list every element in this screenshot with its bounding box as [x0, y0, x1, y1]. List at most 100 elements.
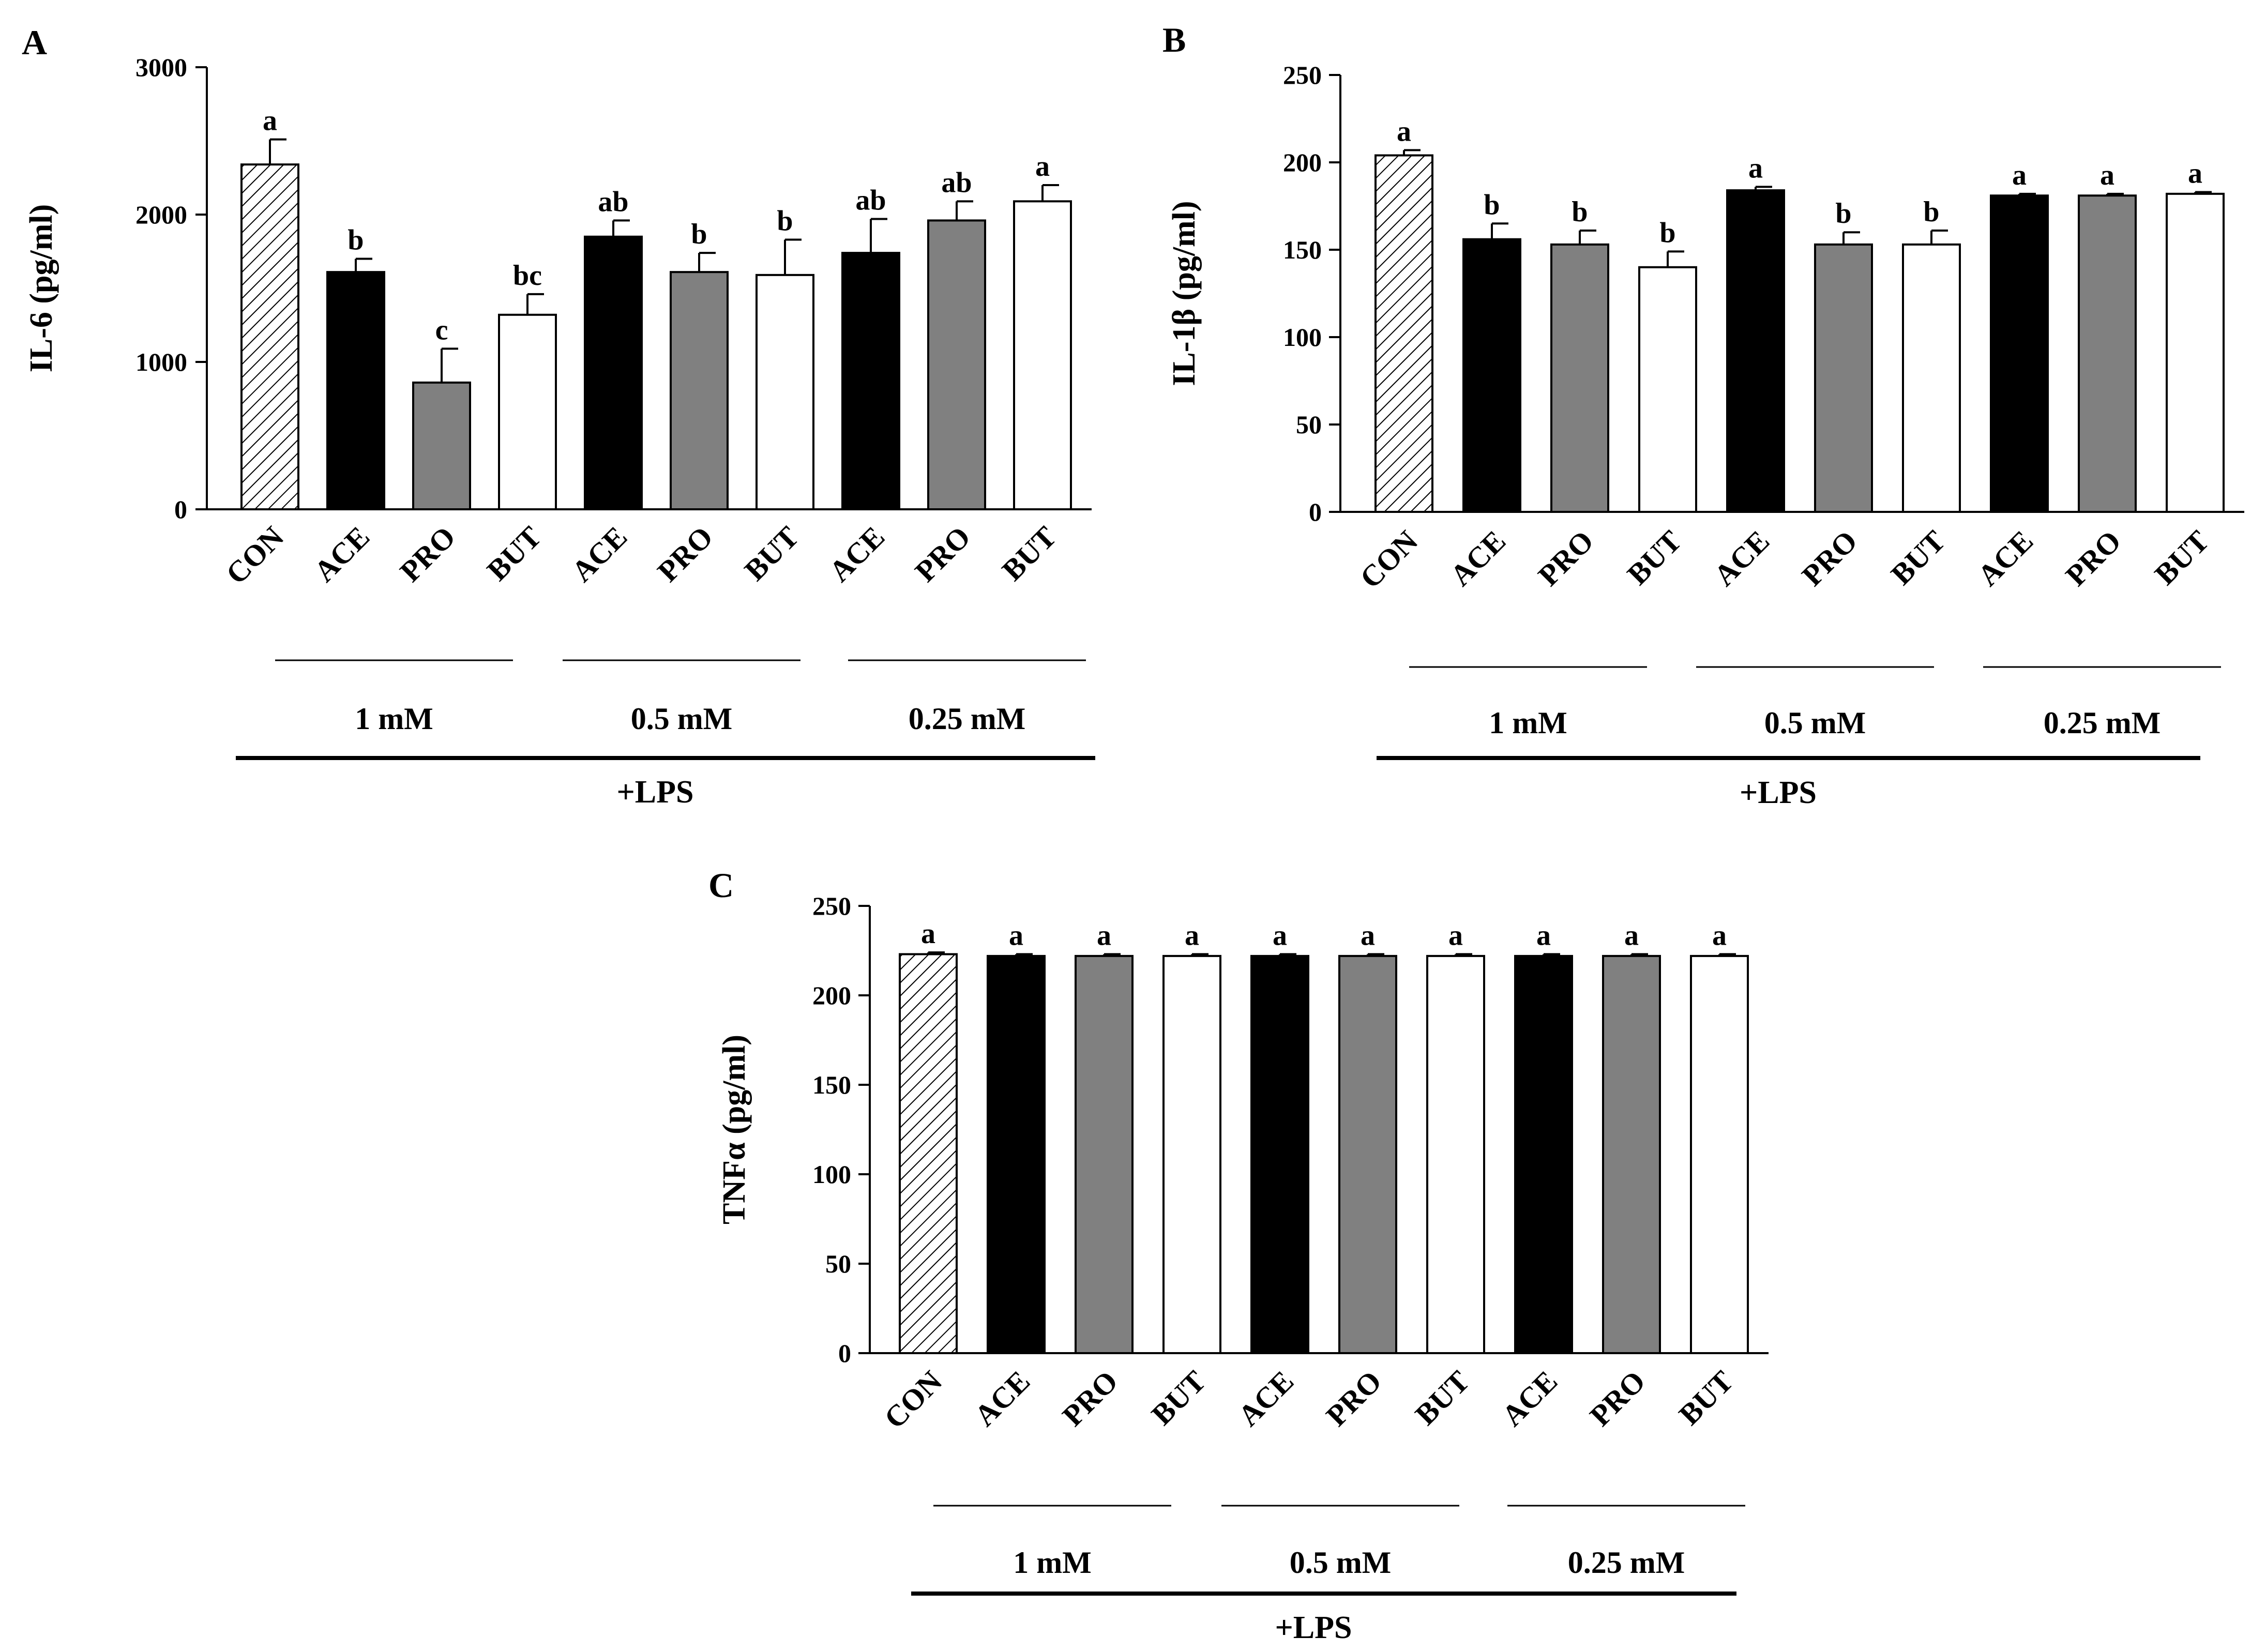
panel-letter: A — [22, 23, 47, 62]
group-label: 0.5 mM — [631, 702, 733, 736]
y-axis-label: IL-6 (pg/ml) — [24, 204, 59, 373]
category-label: BUT — [1672, 1364, 1740, 1431]
bar — [670, 271, 729, 511]
significance-label: ab — [598, 186, 628, 218]
group-label: 1 mM — [355, 702, 433, 736]
y-tick-label: 0 — [1309, 497, 1322, 526]
bar — [927, 219, 986, 510]
category-label: PRO — [1056, 1364, 1125, 1433]
y-tick-label: 50 — [1296, 410, 1322, 439]
category-label: PRO — [394, 520, 462, 588]
category-label: ACE — [968, 1364, 1037, 1433]
category-label: ACE — [565, 520, 634, 588]
bar — [2078, 194, 2137, 513]
group-label: 1 mM — [1013, 1545, 1092, 1580]
significance-label: a — [1712, 919, 1727, 951]
significance-label: b — [777, 205, 793, 237]
category-label: PRO — [1532, 524, 1600, 593]
category-label: ACE — [1495, 1364, 1564, 1433]
significance-label: a — [1097, 919, 1111, 951]
bar — [1162, 954, 1221, 1354]
bar — [1338, 954, 1397, 1354]
significance-label: a — [1009, 919, 1023, 951]
bar — [1726, 189, 1785, 513]
bar — [841, 252, 900, 510]
category-label: ACE — [1232, 1364, 1301, 1433]
significance-label: b — [1923, 196, 1939, 228]
treatment-label: +LPS — [1740, 775, 1817, 810]
significance-label: a — [1185, 919, 1199, 951]
bar — [1990, 194, 2049, 513]
category-label: ACE — [1708, 524, 1776, 593]
bar — [1374, 154, 1433, 513]
significance-label: b — [1484, 189, 1500, 221]
group-label: 1 mM — [1489, 706, 1567, 740]
significance-label: a — [2188, 157, 2202, 189]
significance-label: a — [263, 105, 277, 137]
bar — [1462, 238, 1521, 513]
bar — [756, 274, 814, 510]
significance-label: a — [1448, 919, 1463, 951]
category-label: CON — [219, 520, 290, 590]
panel-letter: B — [1162, 20, 1186, 59]
bar — [1426, 954, 1485, 1354]
significance-label: b — [1659, 217, 1675, 249]
bar — [240, 163, 299, 511]
y-tick-label: 250 — [1283, 60, 1322, 89]
category-label: PRO — [651, 520, 720, 588]
category-label: ACE — [1971, 524, 2040, 593]
significance-label: a — [1035, 150, 1050, 183]
significance-label: b — [1835, 198, 1851, 230]
significance-label: bc — [513, 260, 542, 292]
panel-a: A IL-6 (pg/ml) 0 1000 2000 3000 a CON b ACE c PRO bc… — [22, 23, 1095, 810]
group-label: 0.25 mM — [2044, 706, 2161, 740]
bar — [1550, 243, 1609, 513]
bar — [1075, 954, 1134, 1354]
bar — [2166, 192, 2225, 513]
category-label: PRO — [1795, 524, 1864, 593]
category-label: PRO — [1320, 1364, 1388, 1433]
group-label: 0.5 mM — [1764, 706, 1866, 740]
y-tick-label: 100 — [812, 1160, 851, 1189]
bar — [412, 381, 471, 511]
significance-label: a — [1536, 919, 1551, 951]
y-axis-label: IL-1β (pg/ml) — [1167, 201, 1202, 386]
bar — [987, 954, 1046, 1354]
y-tick-label: 150 — [1283, 235, 1322, 264]
bar — [1514, 954, 1573, 1354]
category-label: CON — [1353, 524, 1424, 595]
category-label: BUT — [2148, 524, 2215, 591]
y-tick-label: 3000 — [135, 53, 187, 82]
category-label: ACE — [1444, 524, 1513, 593]
significance-label: a — [1273, 919, 1287, 951]
y-tick-label: 250 — [812, 891, 851, 920]
panel-c: C TNFα (pg/ml) 0 50 100 150 200 250 a CON a ACE a PRO… — [708, 866, 1769, 1645]
bar — [584, 235, 643, 510]
category-label: BUT — [1621, 524, 1688, 591]
group-label: 0.5 mM — [1290, 1545, 1392, 1580]
significance-label: a — [1624, 919, 1639, 951]
significance-label: b — [691, 218, 707, 250]
category-label: BUT — [738, 520, 805, 587]
y-tick-label: 200 — [1283, 148, 1322, 177]
bar — [1250, 954, 1309, 1354]
panel-letter: C — [708, 866, 734, 905]
treatment-label: +LPS — [616, 775, 693, 810]
bar — [1013, 200, 1072, 511]
category-label: PRO — [909, 520, 977, 588]
significance-label: a — [921, 918, 935, 950]
treatment-label: +LPS — [1275, 1610, 1352, 1645]
y-tick-label: 0 — [174, 495, 187, 524]
bar — [326, 271, 385, 511]
category-label: CON — [878, 1364, 948, 1435]
category-label: BUT — [1145, 1364, 1212, 1431]
category-label: PRO — [1583, 1364, 1652, 1433]
bar — [498, 313, 557, 510]
bar — [1902, 243, 1961, 513]
significance-label: b — [1572, 196, 1588, 228]
bar — [1602, 954, 1661, 1354]
significance-label: a — [1748, 152, 1763, 184]
significance-label: c — [435, 314, 448, 346]
y-tick-label: 200 — [812, 981, 851, 1010]
bar — [1814, 243, 1873, 513]
